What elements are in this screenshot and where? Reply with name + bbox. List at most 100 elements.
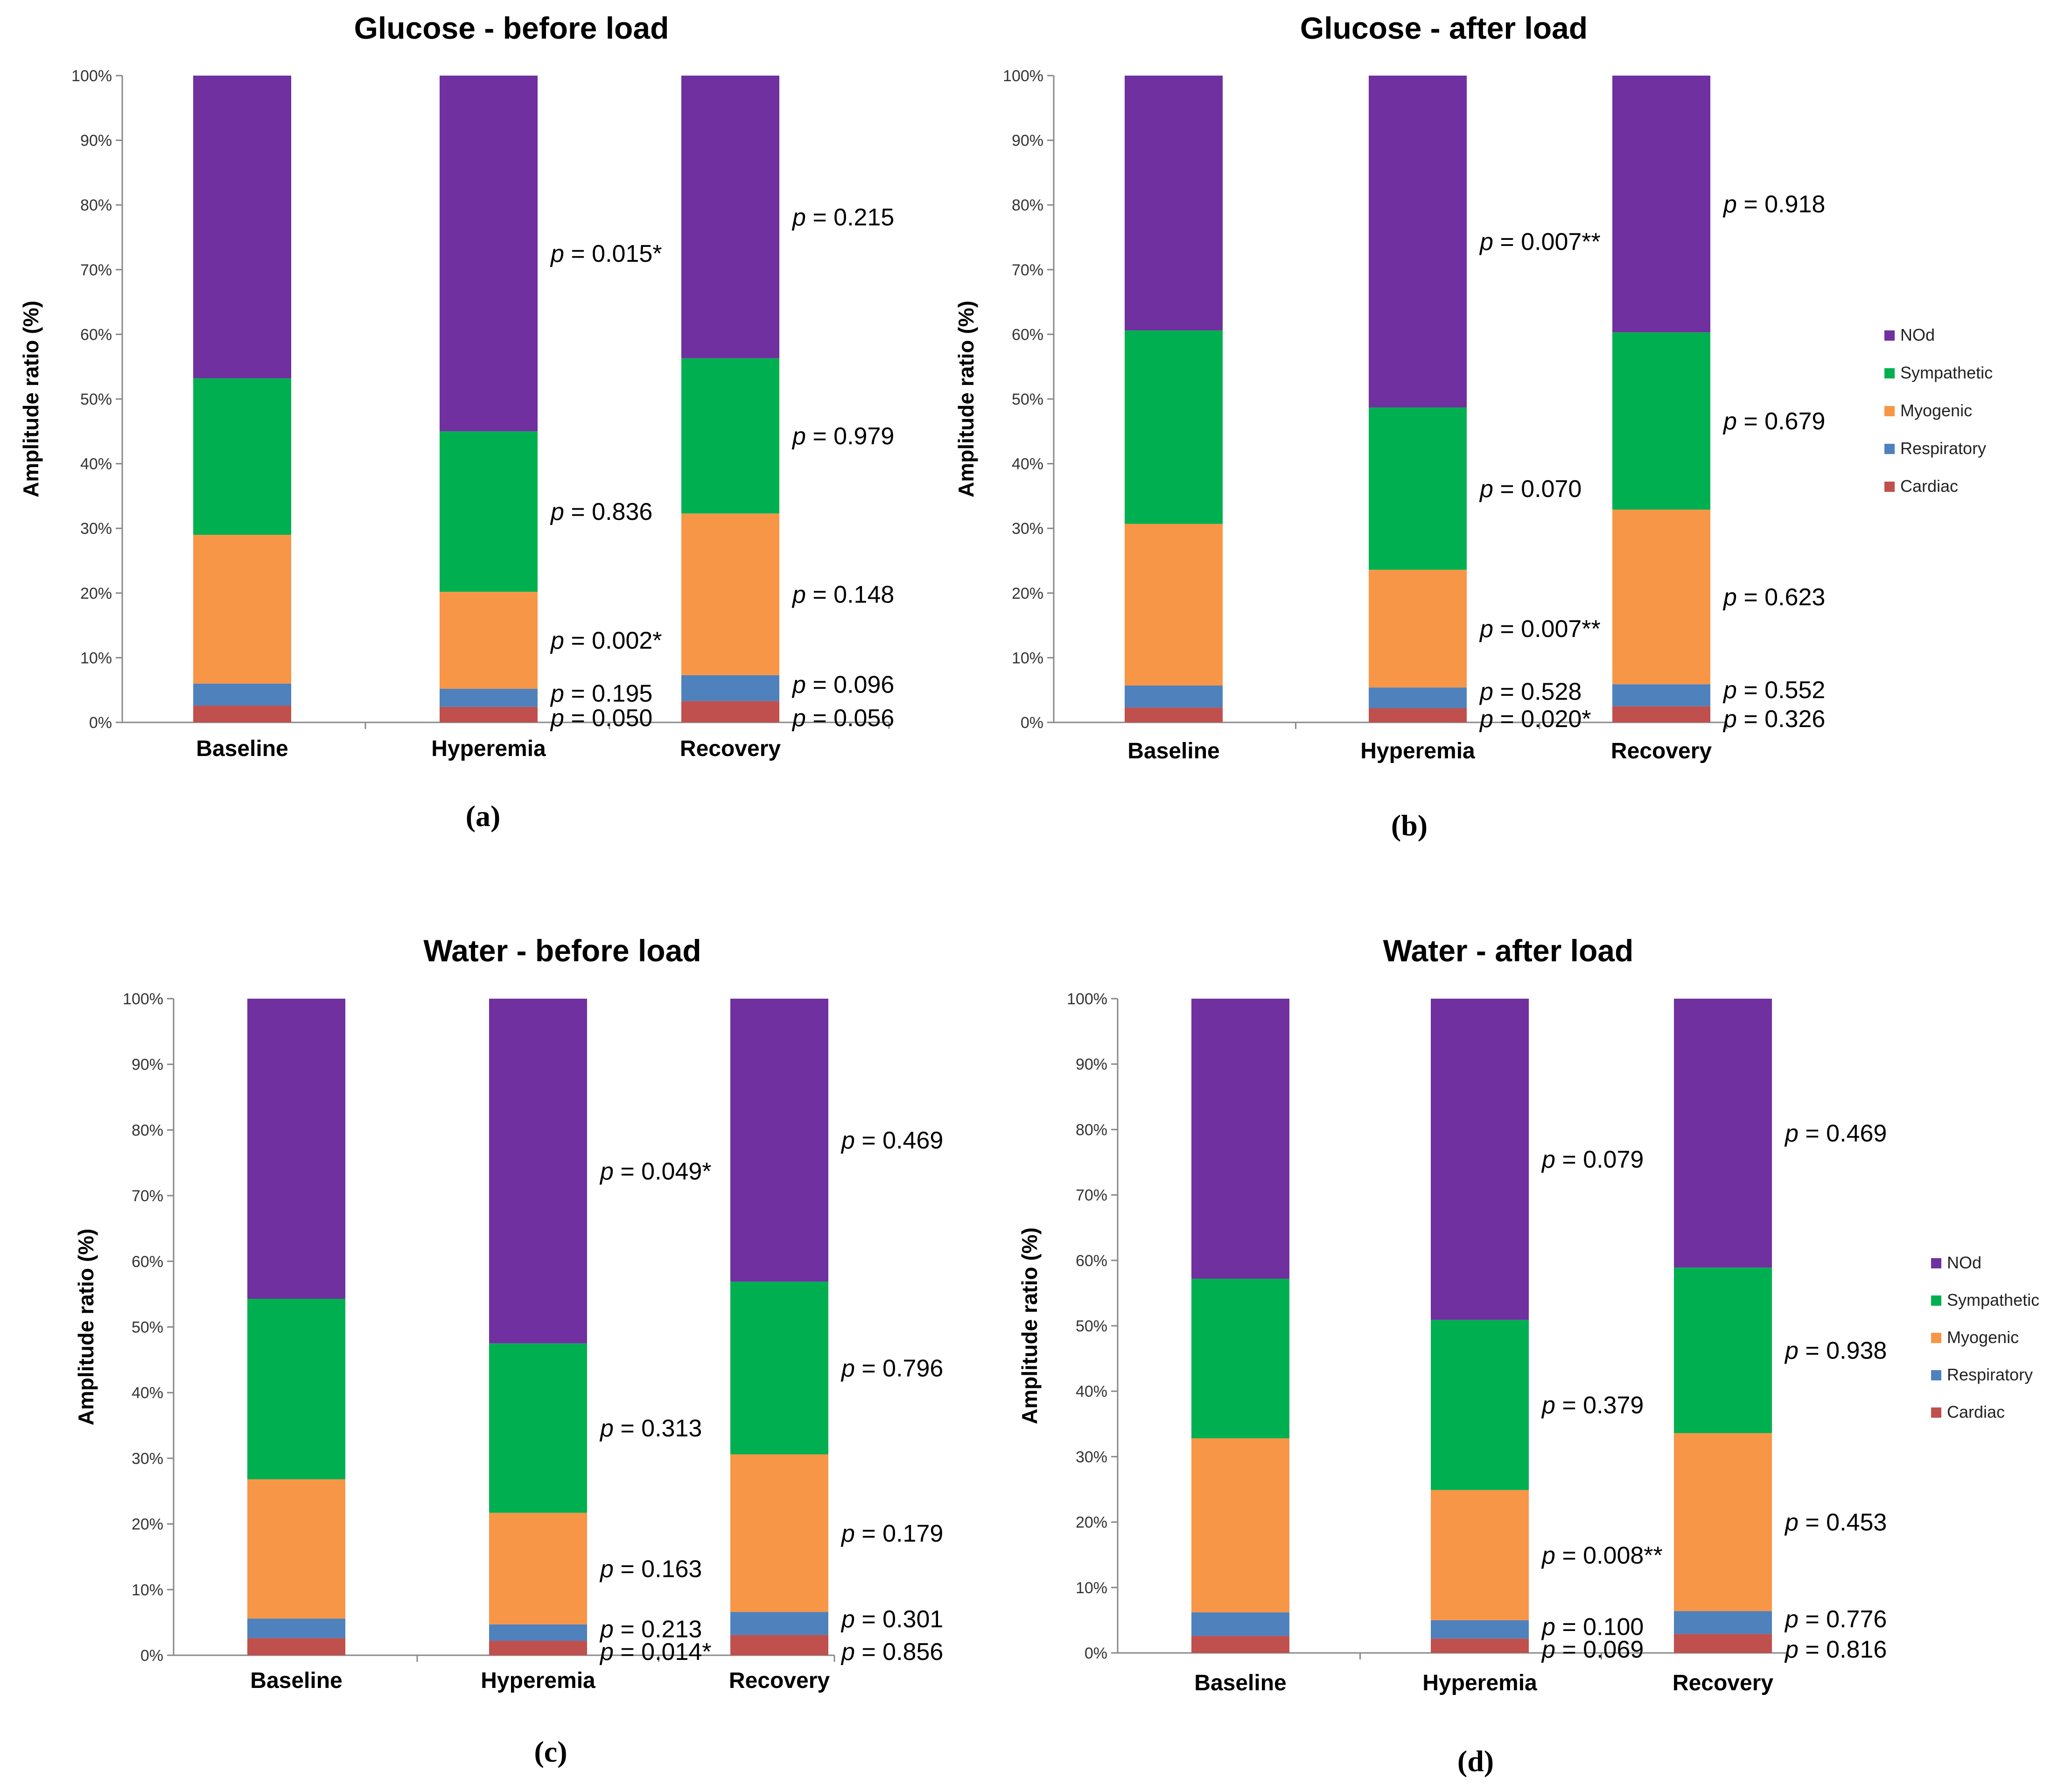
y-tick-label: 30% (80, 520, 112, 538)
bar-hyperemia-cardiac (1431, 1638, 1529, 1653)
bar-recovery-cardiac (730, 1635, 828, 1655)
x-tick-label-recovery: Recovery (729, 1668, 830, 1693)
p-value-hyperemia-respiratory: p = 0.195 (550, 680, 652, 707)
p-value-hyperemia-sympathetic: p = 0.313 (599, 1415, 702, 1442)
x-tick-label-baseline: Baseline (1194, 1671, 1286, 1695)
bar-baseline-respiratory (247, 1618, 345, 1638)
bar-hyperemia-nod (1431, 999, 1529, 1320)
bar-hyperemia-cardiac (489, 1641, 587, 1655)
bar-hyperemia-sympathetic (489, 1343, 587, 1513)
legend: NOd Sympathetic Myogenic Respiratory Cardiac (1884, 325, 1993, 496)
panel-label: (d) (1457, 1744, 1494, 1778)
bar-hyperemia-myogenic (440, 592, 538, 689)
x-tick-label-recovery: Recovery (680, 736, 781, 761)
p-value-hyperemia-myogenic: p = 0.002* (550, 627, 662, 654)
bar-hyperemia-myogenic (1369, 569, 1467, 688)
bar-baseline-myogenic (1125, 524, 1223, 686)
y-tick-label: 60% (132, 1253, 163, 1271)
p-value-hyperemia-respiratory: p = 0.528 (1479, 678, 1582, 705)
bar-recovery-respiratory (1612, 684, 1710, 707)
y-tick-label: 70% (1076, 1187, 1107, 1204)
legend-label-cardiac: Cardiac (1900, 476, 1958, 496)
bar-hyperemia-cardiac (1369, 708, 1467, 722)
chart-water-after-load: Water - after load Amplitude ratio (%) 0% 1… (1017, 933, 2039, 1778)
y-tick-label: 80% (1076, 1121, 1107, 1139)
p-value-recovery-myogenic: p = 0.453 (1784, 1509, 1887, 1536)
bar-recovery-respiratory (1674, 1611, 1772, 1634)
p-value-hyperemia-cardiac: p = 0.014* (599, 1638, 712, 1666)
legend-label-nod: NOd (1900, 325, 1935, 344)
p-value-hyperemia-cardiac: p = 0.050 (550, 705, 652, 732)
legend-label-sympathetic: Sympathetic (1900, 363, 1993, 382)
y-tick-label: 90% (1076, 1056, 1107, 1073)
chart-water-before-load: Water - before load Amplitude ratio (%) 0%… (74, 933, 943, 1768)
p-value-recovery-sympathetic: p = 0.679 (1722, 408, 1825, 435)
y-tick-label: 50% (1012, 391, 1043, 408)
x-tick-label-baseline: Baseline (250, 1668, 342, 1693)
y-tick-label: 80% (1012, 196, 1043, 214)
y-tick-label: 30% (1076, 1448, 1107, 1466)
p-value-recovery-sympathetic: p = 0.796 (840, 1355, 943, 1382)
p-value-recovery-sympathetic: p = 0.938 (1784, 1337, 1887, 1365)
legend-label-cardiac: Cardiac (1947, 1402, 2005, 1421)
bar-baseline-sympathetic (193, 378, 291, 535)
p-value-hyperemia-nod: p = 0.079 (1541, 1146, 1644, 1173)
legend-label-myogenic: Myogenic (1900, 401, 1972, 420)
bar-baseline-sympathetic (1125, 330, 1223, 524)
y-axis-label: Amplitude ratio (%) (954, 301, 978, 497)
bar-hyperemia-respiratory (440, 688, 538, 707)
bar-hyperemia-nod (489, 999, 587, 1344)
legend-label-sympathetic: Sympathetic (1947, 1290, 2039, 1309)
p-value-recovery-nod: p = 0.918 (1722, 191, 1825, 218)
bar-recovery-nod (1674, 999, 1772, 1268)
p-value-recovery-respiratory: p = 0.096 (791, 672, 894, 699)
panel-label: (c) (534, 1735, 567, 1768)
bar-hyperemia-sympathetic (1431, 1320, 1529, 1490)
legend-swatch-sympathetic (1931, 1295, 1941, 1306)
y-tick-label: 70% (132, 1187, 163, 1205)
chart-title: Glucose - before load (354, 11, 669, 45)
p-value-recovery-myogenic: p = 0.148 (791, 581, 894, 609)
y-tick-label: 20% (80, 585, 112, 602)
y-axis-label: Amplitude ratio (%) (1017, 1227, 1042, 1424)
bar-recovery-sympathetic (1674, 1267, 1772, 1433)
p-value-hyperemia-cardiac: p = 0.069 (1541, 1636, 1644, 1663)
p-value-recovery-cardiac: p = 0.856 (840, 1638, 943, 1666)
x-tick-label-baseline: Baseline (1127, 739, 1219, 763)
y-tick-label: 40% (1012, 455, 1043, 473)
y-tick-label: 30% (132, 1450, 163, 1468)
p-value-hyperemia-respiratory: p = 0.100 (1541, 1614, 1644, 1641)
y-tick-label: 60% (80, 326, 112, 343)
chart-title: Water - after load (1383, 933, 1634, 968)
bar-baseline-sympathetic (247, 1298, 345, 1479)
bar-recovery-myogenic (1612, 510, 1710, 685)
legend-label-nod: NOd (1947, 1253, 1981, 1272)
chart-title: Water - before load (423, 933, 701, 968)
bar-recovery-nod (730, 999, 828, 1282)
y-tick-label: 60% (1076, 1252, 1107, 1270)
y-tick-label: 90% (80, 132, 112, 150)
y-tick-label: 50% (1076, 1317, 1107, 1335)
bar-recovery-myogenic (730, 1454, 828, 1612)
bar-baseline-nod (1125, 76, 1223, 331)
chart-title: Glucose - after load (1300, 11, 1588, 45)
legend: NOd Sympathetic Myogenic Respiratory Cardiac (1931, 1253, 2039, 1421)
y-tick-label: 20% (1012, 585, 1043, 602)
legend-swatch-cardiac (1884, 482, 1895, 492)
legend-swatch-nod (1931, 1258, 1941, 1268)
p-value-recovery-myogenic: p = 0.179 (840, 1520, 943, 1547)
bar-baseline-cardiac (193, 705, 291, 722)
bar-baseline-respiratory (1125, 685, 1223, 708)
p-value-recovery-nod: p = 0.469 (1784, 1120, 1887, 1147)
p-value-recovery-sympathetic: p = 0.979 (791, 423, 894, 450)
bar-baseline-respiratory (193, 683, 291, 706)
bar-baseline-myogenic (193, 535, 291, 684)
y-tick-label: 0% (1085, 1645, 1107, 1662)
x-tick-label-recovery: Recovery (1673, 1671, 1773, 1695)
bar-recovery-respiratory (730, 1612, 828, 1635)
x-tick-label-hyperemia: Hyperemia (1360, 739, 1475, 763)
bar-baseline-nod (193, 76, 291, 378)
p-value-recovery-respiratory: p = 0.552 (1722, 677, 1825, 704)
